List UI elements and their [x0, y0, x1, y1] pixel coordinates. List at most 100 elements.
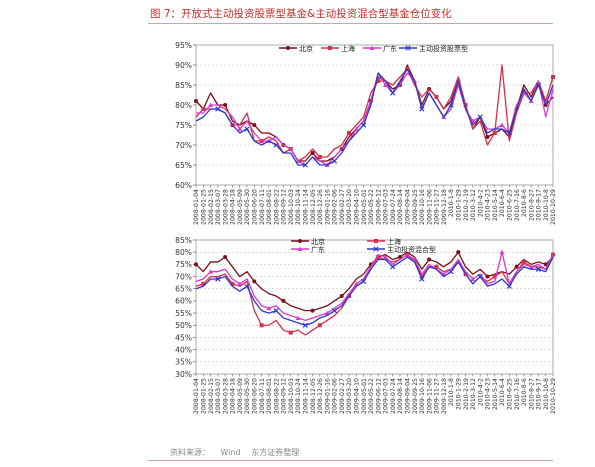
data-point: [543, 262, 548, 267]
y-tick-label: 75%: [175, 121, 192, 130]
x-tick-label: 2008-03-28: [222, 189, 229, 225]
y-tick-label: 45%: [175, 333, 192, 342]
y-tick-label: 35%: [175, 358, 192, 367]
data-point: [347, 131, 351, 135]
series-line: [195, 68, 554, 166]
x-tick-label: 2009-11-06: [426, 189, 433, 225]
x-tick-label: 2008-05-30: [244, 189, 251, 225]
x-tick-label: 2009-12-18: [441, 378, 448, 414]
x-tick-label: 2010-9-17: [536, 189, 543, 221]
legend-label: 主动投资混合型: [387, 245, 436, 254]
x-tick-label: 2009-07-03: [383, 378, 390, 414]
series-4: [195, 256, 554, 328]
series-line: [195, 251, 554, 322]
legend-label: 上海: [341, 44, 355, 53]
x-tick-label: 2008-12-05: [310, 378, 317, 414]
y-tick-label: 85%: [175, 236, 192, 245]
data-point: [194, 99, 198, 103]
x-tick-label: 2008-05-30: [244, 378, 251, 414]
legend: 北京 上海 广东 主动投资股票型: [279, 44, 468, 53]
data-point: [302, 322, 308, 328]
source-note: 资料来源： Wind 东方证券整理: [170, 447, 307, 458]
data-point: [419, 106, 425, 112]
y-tick-label: 40%: [175, 345, 192, 354]
data-point: [331, 308, 338, 314]
legend-label: 上海: [387, 237, 401, 246]
data-point: [390, 264, 396, 270]
x-tick-label: 2008-01-25: [200, 378, 207, 414]
data-point: [273, 142, 279, 148]
data-point: [376, 255, 381, 260]
x-tick-label: 2009-03-20: [346, 189, 353, 225]
y-tick-label: 60%: [175, 181, 192, 190]
x-tick-label: 2009-10-16: [419, 378, 426, 414]
legend-item: 广东: [291, 245, 325, 254]
data-point: [485, 274, 490, 279]
x-tick-label: 2008-01-25: [200, 189, 207, 225]
y-tick-label: 85%: [175, 81, 192, 90]
data-point: [208, 269, 213, 274]
data-point: [434, 264, 439, 269]
legend-label: 广东: [383, 44, 397, 53]
x-tick-label: 2009-07-24: [390, 189, 397, 225]
x-tick-label: 2008-08-22: [273, 378, 280, 414]
x-tick-label: 2010-7-16: [514, 378, 521, 410]
legend-label: 北京: [299, 44, 313, 53]
data-point: [477, 273, 483, 280]
y-tick-label: 65%: [175, 285, 192, 294]
data-point: [223, 255, 228, 260]
data-point: [506, 130, 512, 136]
bottom-divider: [148, 460, 553, 461]
x-tick-label: 2009-04-10: [353, 378, 360, 414]
legend-marker: [286, 46, 290, 50]
data-point: [310, 308, 315, 313]
legend-item: 上海: [321, 44, 355, 53]
data-point: [383, 254, 388, 260]
x-tick-label: 2008-04-18: [230, 189, 237, 225]
data-point: [194, 262, 198, 267]
x-tick-label: 2009-07-24: [390, 378, 397, 414]
x-tick-label: 2009-05-22: [368, 378, 375, 414]
data-point: [535, 82, 542, 88]
x-tick-label: 2008-10-03: [288, 378, 295, 414]
x-tick-label: 2008-03-07: [215, 189, 222, 225]
legend-marker: [297, 246, 303, 251]
data-point: [535, 266, 542, 272]
source-wind: Wind: [220, 448, 241, 457]
legend-marker: [298, 239, 302, 243]
data-point: [244, 283, 250, 289]
chart-2: 30% 35% 40% 45% 50% 55% 60% 65% 70% 75% 80% 85% 2008…: [175, 236, 557, 414]
x-tick-label: 2009-09-04: [404, 378, 411, 414]
data-point: [259, 323, 264, 328]
data-point: [252, 279, 257, 284]
x-tick-label: 2010-7-16: [514, 189, 521, 221]
x-tick-label: 2008-07-11: [259, 189, 266, 225]
x-tick-label: 2008-12-26: [317, 378, 324, 414]
y-tick-label: 80%: [175, 248, 192, 257]
data-point: [317, 323, 322, 328]
x-tick-label: 2008-05-09: [237, 378, 244, 414]
data-point: [448, 102, 454, 108]
data-point: [223, 103, 228, 107]
x-tick-label: 2010-8-6: [521, 378, 528, 406]
data-point: [266, 305, 272, 311]
data-point: [281, 298, 286, 303]
data-point: [360, 122, 367, 128]
title-divider: [148, 23, 553, 24]
data-point: [376, 79, 381, 83]
x-tick-label: 2010-8-27: [528, 378, 535, 410]
legend-marker: [328, 46, 332, 50]
data-point: [528, 264, 534, 269]
x-tick-label: 2009-09-04: [404, 189, 411, 225]
legend-label: 北京: [311, 237, 325, 246]
x-tick-label: 2009-03-20: [346, 378, 353, 414]
x-tick-label: 2010-1-8: [448, 189, 455, 217]
legend-item: 北京: [279, 44, 313, 53]
data-point: [456, 250, 461, 255]
x-tick-label: 2009-06-12: [375, 189, 382, 225]
x-tick-label: 2008-08-01: [266, 378, 273, 414]
x-tick-label: 2008-10-24: [295, 189, 302, 225]
x-tick-label: 2009-10-16: [419, 189, 426, 225]
data-point: [252, 123, 257, 127]
